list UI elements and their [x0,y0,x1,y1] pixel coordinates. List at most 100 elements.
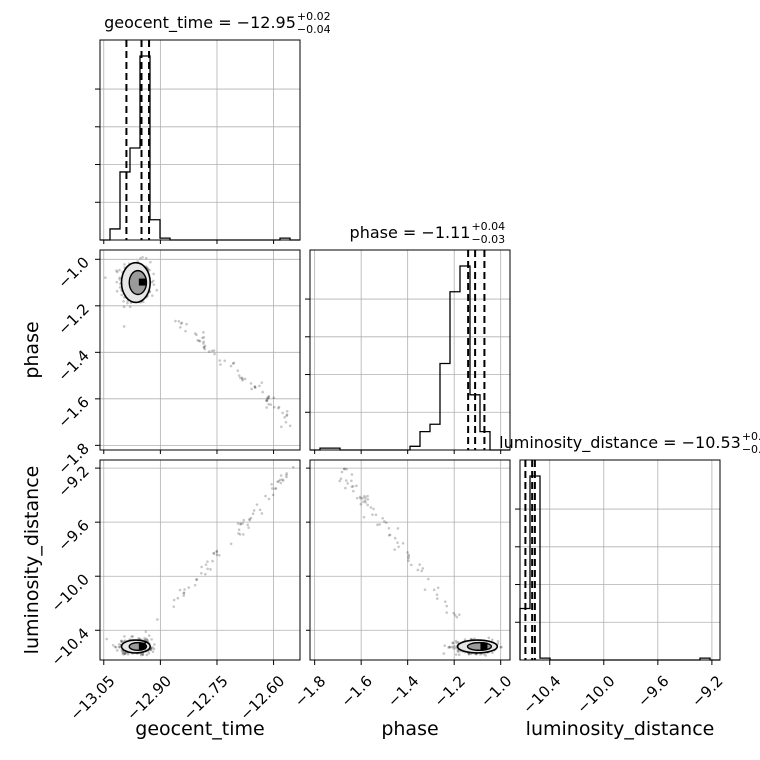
sample-point [364,496,367,500]
sample-point [182,591,186,594]
sample-point [499,645,502,649]
sample-point [250,387,253,391]
panel-frame [309,249,511,451]
sample-point [204,563,208,566]
sample-point [261,390,264,394]
sample-point [172,605,176,608]
sample-point [115,270,119,274]
sample-point [126,652,130,656]
sample-point [118,645,122,649]
sample-point [427,577,430,581]
sample-point [198,339,202,343]
sample-point [369,506,373,509]
sample-point [484,654,487,657]
title-minus-error: −0.03 [471,233,505,246]
sample-point [195,578,199,581]
sample-point [241,522,245,525]
title-plus-error: +0.04 [471,220,505,233]
sample-point [151,650,155,654]
sample-point [364,501,367,504]
sample-point [114,645,118,649]
sample-point [141,653,145,656]
sample-point [195,333,198,337]
sample-point [361,496,364,500]
sample-point [156,618,159,621]
sample-point [451,641,455,645]
sample-point [355,496,359,500]
sample-point [374,513,378,517]
sample-point [176,596,180,600]
sample-point [445,611,449,614]
sample-point [455,615,459,619]
sample-point [239,522,242,526]
sample-point [454,639,458,643]
sample-point [491,651,494,655]
sample-point [388,533,392,537]
sample-point [277,479,280,483]
sample-point [212,552,216,555]
sample-point [252,509,256,512]
sample-point [247,526,250,529]
density-peak [480,642,488,650]
sample-point [260,381,264,384]
sample-point [463,638,467,641]
sample-point [359,497,362,500]
sample-point [213,352,216,356]
title-minus-error: −0.05 [742,443,760,456]
sample-point [366,497,370,501]
sample-point [378,523,382,526]
sample-point [180,321,184,325]
x-axis-label: geocent_time [135,718,264,740]
sample-point [416,568,420,572]
sample-point [148,269,151,272]
sample-point [229,364,233,368]
contour-inner [466,641,493,652]
sample-point [423,588,427,591]
sample-point [376,523,379,527]
sample-point [105,637,109,641]
sample-point [258,508,262,512]
sample-point [141,256,144,259]
sample-point [343,467,346,471]
sample-point [141,653,145,656]
sample-point [115,289,119,293]
sample-point [195,578,198,582]
sample-point [281,411,284,415]
sample-point [122,653,126,656]
scatter-panel-geocent_time-luminosity_distance [99,459,301,661]
sample-point [202,342,205,345]
sample-point [277,405,281,409]
sample-point [251,512,255,516]
panel-title: geocent_time = −12.95 [104,13,296,33]
sample-point [206,567,209,571]
sample-point [397,545,400,549]
sample-point [197,339,201,343]
sample-point [456,649,460,653]
sample-point [203,347,207,351]
sample-point [496,639,500,643]
sample-point [350,479,353,483]
sample-point [435,597,439,600]
sample-point [442,652,446,655]
sample-point [131,635,134,638]
sample-point [144,256,148,260]
sample-point [123,635,126,638]
sample-point [452,611,455,615]
sample-point [456,650,460,654]
sample-point [202,331,205,334]
sample-point [248,517,251,521]
sample-point [243,377,247,381]
sample-point [396,541,399,544]
sample-point [120,293,123,297]
sample-point [122,299,125,303]
y-axis-label: phase [21,321,43,378]
sample-point [137,636,140,640]
sample-point [255,503,259,506]
sample-point [407,553,411,557]
sample-point [236,522,240,525]
sample-point [182,594,186,597]
sample-point [202,340,205,344]
sample-point [265,399,269,403]
sample-point [340,470,344,474]
